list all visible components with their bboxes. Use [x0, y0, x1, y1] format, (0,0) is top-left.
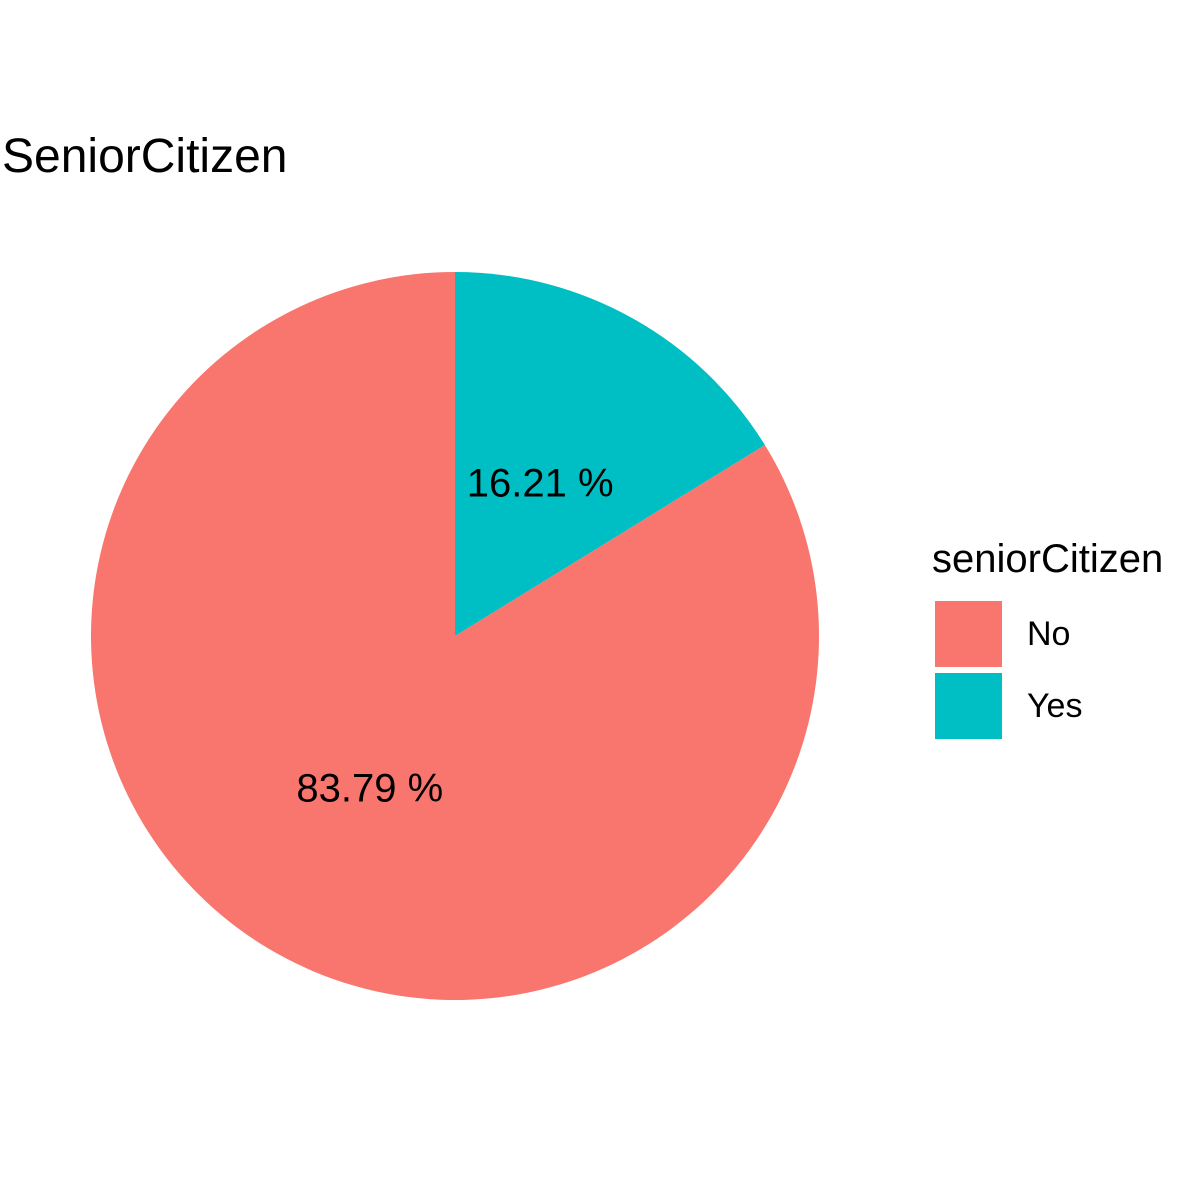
- slice-label-yes: 16.21 %: [467, 461, 614, 505]
- legend-label-no: No: [1027, 615, 1070, 653]
- pie-slice-no: [91, 272, 819, 1000]
- pie-slice-yes: [455, 272, 765, 636]
- legend-swatch-no: [935, 601, 1002, 667]
- slice-label-no: 83.79 %: [296, 767, 443, 811]
- legend-title: seniorCitizen: [932, 537, 1163, 581]
- legend-items: No Yes: [935, 601, 1082, 739]
- legend-label-yes: Yes: [1027, 687, 1082, 725]
- legend: seniorCitizen No Yes: [932, 537, 1163, 739]
- pie-slices: [91, 272, 819, 1000]
- pie-slice-labels: 16.21 % 83.79 %: [296, 461, 613, 810]
- chart-title: SeniorCitizen: [2, 130, 287, 183]
- legend-swatch-yes: [935, 673, 1002, 739]
